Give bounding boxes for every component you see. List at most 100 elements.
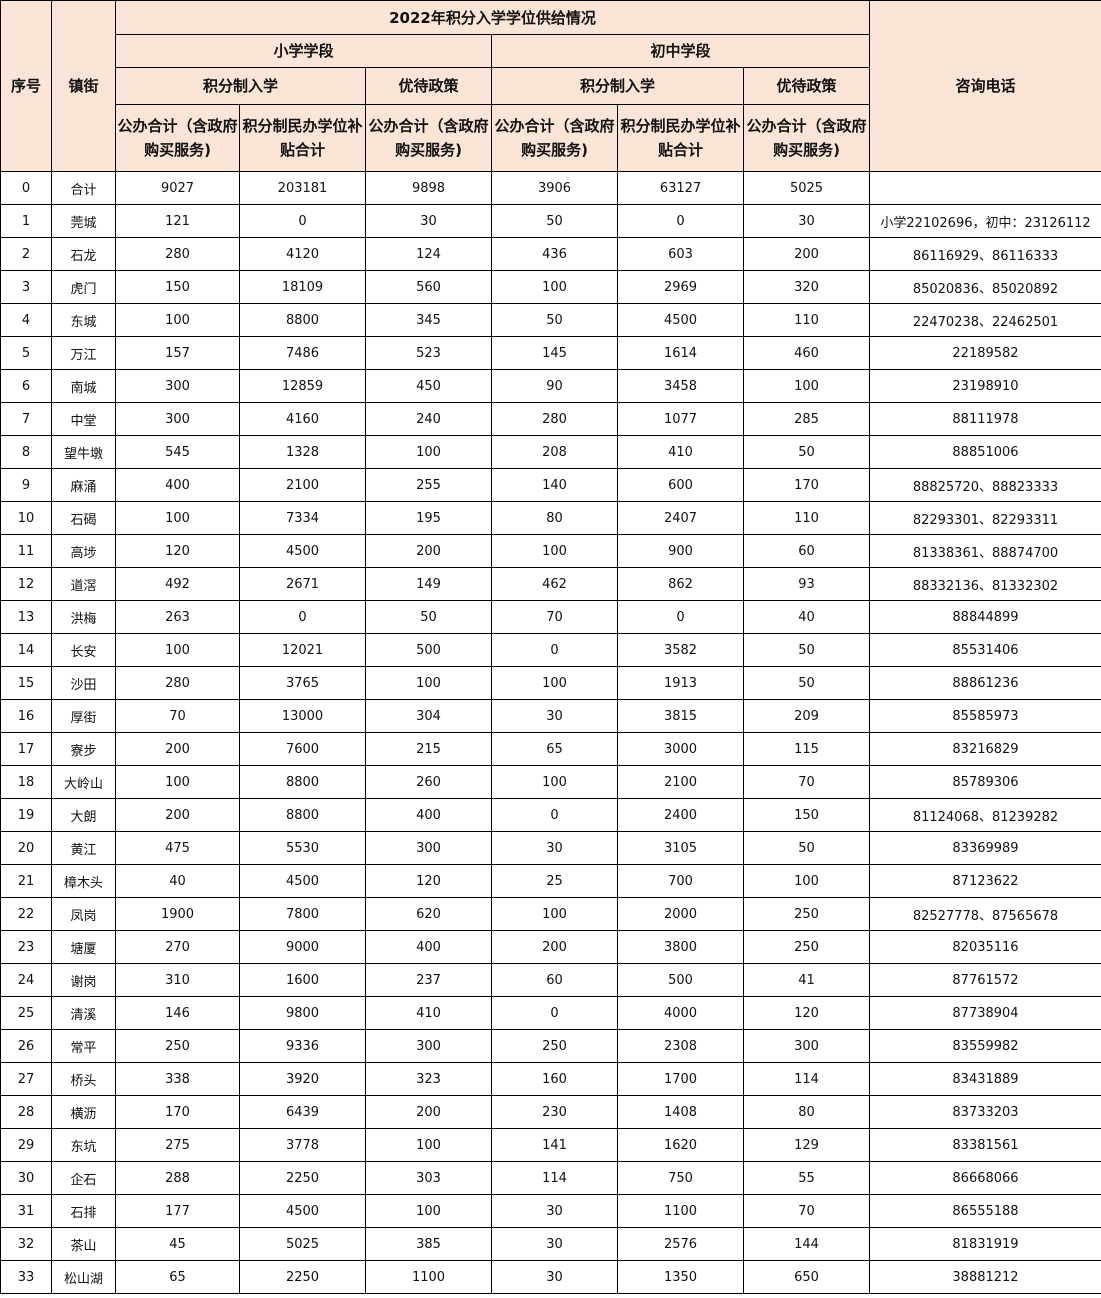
table-row: 8 望牛墩 545 1328 100 208 410 50 88851006 [0, 435, 1101, 469]
phone-cell: 85020836、85020892 [869, 270, 1101, 304]
primary-private-subsidy-cell: 8800 [239, 798, 366, 832]
seq-cell: 1 [0, 204, 52, 238]
middle-private-subsidy-cell: 700 [617, 864, 744, 898]
primary-private-subsidy-cell: 0 [239, 600, 366, 634]
primary-public-total-cell: 263 [115, 600, 240, 634]
phone-cell: 85531406 [869, 633, 1101, 667]
seq-cell: 22 [0, 897, 52, 931]
table-row: 22 凤岗 1900 7800 620 100 2000 250 82527778、875656… [0, 897, 1101, 931]
table-row: 4 东城 100 8800 345 50 4500 110 22470238、22462501 [0, 303, 1101, 337]
middle-public-total-cell: 25 [491, 864, 618, 898]
middle-private-subsidy-cell: 63127 [617, 171, 744, 205]
seq-cell: 29 [0, 1128, 52, 1162]
town-cell: 大朗 [51, 798, 116, 832]
middle-public-total-cell: 30 [491, 831, 618, 865]
seq-cell: 15 [0, 666, 52, 700]
middle-public-total-cell: 230 [491, 1095, 618, 1129]
phone-cell: 83431889 [869, 1062, 1101, 1096]
header-primary-points: 积分制入学 [115, 67, 366, 105]
primary-private-subsidy-cell: 6439 [239, 1095, 366, 1129]
middle-public-total-cell: 160 [491, 1062, 618, 1096]
phone-cell: 83381561 [869, 1128, 1101, 1162]
primary-preferential-cell: 30 [365, 204, 492, 238]
header-middle-pref-public-total: 公办合计（含政府购买服务) [743, 104, 870, 172]
middle-private-subsidy-cell: 862 [617, 567, 744, 601]
primary-private-subsidy-cell: 4500 [239, 864, 366, 898]
primary-preferential-cell: 215 [365, 732, 492, 766]
town-cell: 望牛墩 [51, 435, 116, 469]
middle-public-total-cell: 50 [491, 204, 618, 238]
town-cell: 虎门 [51, 270, 116, 304]
seq-cell: 12 [0, 567, 52, 601]
primary-preferential-cell: 149 [365, 567, 492, 601]
primary-preferential-cell: 500 [365, 633, 492, 667]
seq-cell: 3 [0, 270, 52, 304]
phone-cell: 81831919 [869, 1227, 1101, 1261]
header-middle-points: 积分制入学 [491, 67, 744, 105]
primary-private-subsidy-cell: 3778 [239, 1128, 366, 1162]
seq-cell: 16 [0, 699, 52, 733]
primary-public-total-cell: 338 [115, 1062, 240, 1096]
seq-cell: 7 [0, 402, 52, 436]
middle-private-subsidy-cell: 2100 [617, 765, 744, 799]
middle-public-total-cell: 100 [491, 270, 618, 304]
middle-preferential-cell: 115 [743, 732, 870, 766]
seq-cell: 9 [0, 468, 52, 502]
primary-public-total-cell: 150 [115, 270, 240, 304]
middle-public-total-cell: 90 [491, 369, 618, 403]
middle-private-subsidy-cell: 1350 [617, 1260, 744, 1294]
header-middle-preferential: 优待政策 [743, 67, 870, 105]
primary-public-total-cell: 45 [115, 1227, 240, 1261]
middle-public-total-cell: 30 [491, 699, 618, 733]
primary-public-total-cell: 100 [115, 303, 240, 337]
middle-private-subsidy-cell: 1408 [617, 1095, 744, 1129]
primary-preferential-cell: 400 [365, 930, 492, 964]
middle-preferential-cell: 70 [743, 765, 870, 799]
primary-public-total-cell: 300 [115, 369, 240, 403]
town-cell: 东坑 [51, 1128, 116, 1162]
middle-private-subsidy-cell: 1700 [617, 1062, 744, 1096]
primary-public-total-cell: 200 [115, 798, 240, 832]
header-middle: 初中学段 [491, 34, 870, 68]
primary-public-total-cell: 475 [115, 831, 240, 865]
phone-cell: 23198910 [869, 369, 1101, 403]
primary-private-subsidy-cell: 7800 [239, 897, 366, 931]
town-cell: 道滘 [51, 567, 116, 601]
town-cell: 横沥 [51, 1095, 116, 1129]
middle-preferential-cell: 50 [743, 435, 870, 469]
town-cell: 麻涌 [51, 468, 116, 502]
middle-public-total-cell: 3906 [491, 171, 618, 205]
middle-public-total-cell: 141 [491, 1128, 618, 1162]
primary-preferential-cell: 240 [365, 402, 492, 436]
primary-private-subsidy-cell: 12859 [239, 369, 366, 403]
table-row: 9 麻涌 400 2100 255 140 600 170 88825720、88823333 [0, 468, 1101, 502]
phone-cell: 38881212 [869, 1260, 1101, 1294]
primary-private-subsidy-cell: 13000 [239, 699, 366, 733]
table-row: 23 塘厦 270 9000 400 200 3800 250 82035116 [0, 930, 1101, 964]
phone-cell: 82293301、82293311 [869, 501, 1101, 535]
phone-cell: 88332136、81332302 [869, 567, 1101, 601]
town-cell: 大岭山 [51, 765, 116, 799]
primary-public-total-cell: 70 [115, 699, 240, 733]
primary-public-total-cell: 9027 [115, 171, 240, 205]
primary-private-subsidy-cell: 9000 [239, 930, 366, 964]
primary-private-subsidy-cell: 1600 [239, 963, 366, 997]
middle-preferential-cell: 650 [743, 1260, 870, 1294]
phone-cell: 22470238、22462501 [869, 303, 1101, 337]
middle-preferential-cell: 30 [743, 204, 870, 238]
town-cell: 中堂 [51, 402, 116, 436]
phone-cell: 22189582 [869, 336, 1101, 370]
primary-public-total-cell: 280 [115, 666, 240, 700]
primary-private-subsidy-cell: 3920 [239, 1062, 366, 1096]
town-cell: 厚街 [51, 699, 116, 733]
primary-public-total-cell: 300 [115, 402, 240, 436]
town-cell: 沙田 [51, 666, 116, 700]
table-row: 21 樟木头 40 4500 120 25 700 100 87123622 [0, 864, 1101, 898]
primary-preferential-cell: 303 [365, 1161, 492, 1195]
primary-preferential-cell: 237 [365, 963, 492, 997]
middle-private-subsidy-cell: 410 [617, 435, 744, 469]
middle-preferential-cell: 200 [743, 237, 870, 271]
middle-preferential-cell: 55 [743, 1161, 870, 1195]
table-row: 12 道滘 492 2671 149 462 862 93 88332136、81332302 [0, 567, 1101, 601]
primary-preferential-cell: 385 [365, 1227, 492, 1261]
